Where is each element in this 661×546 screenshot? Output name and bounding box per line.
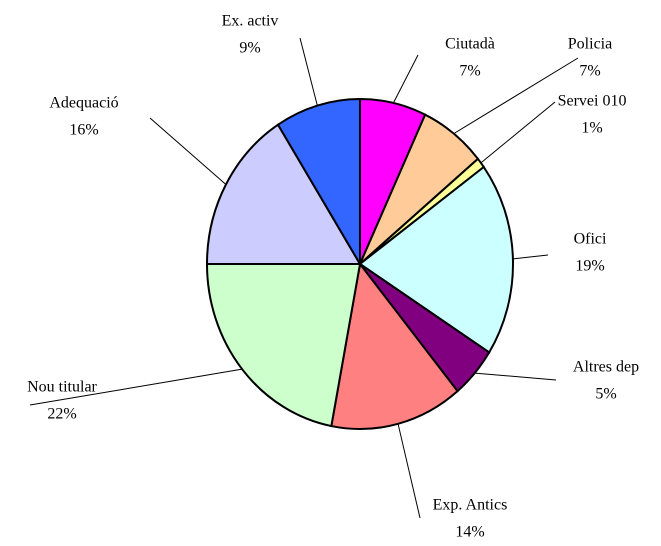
slice-label: Servei 010: [558, 93, 627, 110]
slice-label: Altres dep: [573, 359, 639, 376]
slice-value-label: 7%: [459, 63, 480, 80]
slice-label: Ex. activ: [222, 13, 279, 30]
leader-line: [453, 57, 579, 135]
leader-line: [474, 372, 557, 381]
leader-line: [397, 423, 421, 519]
slice-value-label: 22%: [47, 406, 76, 423]
slice-value-label: 14%: [455, 524, 484, 541]
leader-line: [29, 368, 243, 406]
leader-line: [299, 37, 318, 106]
pie-slice: [276, 97, 361, 268]
pie-slice: [358, 165, 514, 354]
slice-value-label: 16%: [69, 122, 98, 139]
slice-value-label: 9%: [239, 40, 260, 57]
leader-line: [480, 101, 556, 164]
slice-label: Adequació: [49, 95, 118, 112]
slice-value-label: 1%: [581, 120, 602, 137]
slice-value-label: 5%: [595, 386, 616, 403]
leader-line: [392, 54, 419, 104]
leader-line: [512, 254, 549, 260]
slice-label: Ciutadà: [445, 36, 495, 53]
slice-value-label: 7%: [579, 63, 600, 80]
slice-label: Nou titular: [27, 379, 97, 396]
slice-label: Ofici: [574, 231, 607, 248]
pie-slice: [205, 263, 362, 428]
slice-label: Exp. Antics: [433, 497, 508, 514]
pie-slice: [330, 261, 459, 430]
slice-label: Policia: [568, 36, 612, 53]
slice-value-label: 19%: [575, 258, 604, 275]
leader-line: [149, 117, 227, 185]
